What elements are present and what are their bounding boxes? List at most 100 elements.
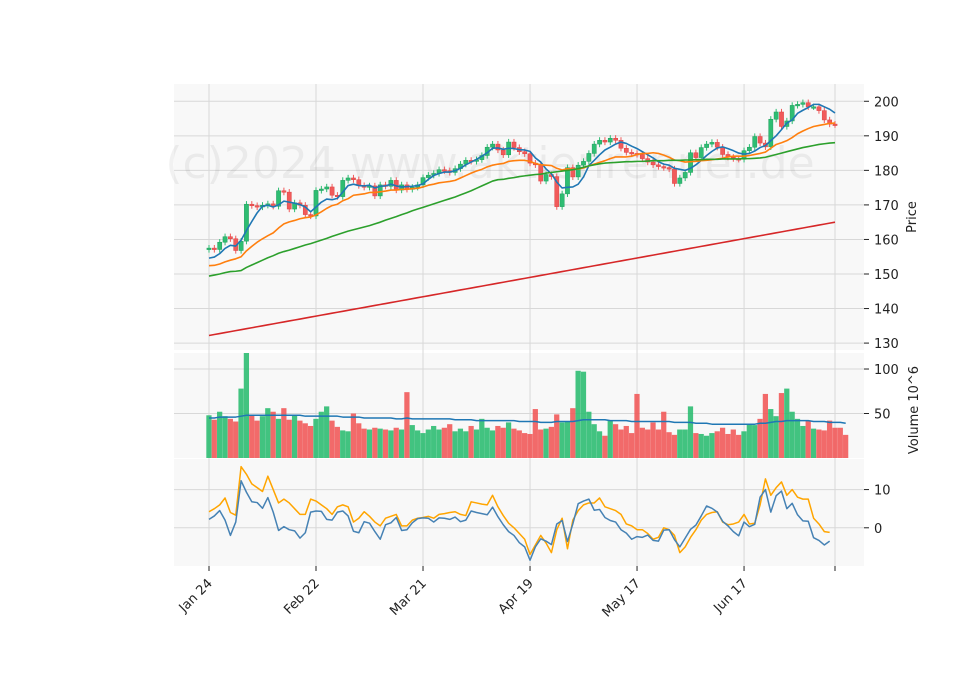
volume-bar — [671, 434, 678, 458]
vol_avg-line — [209, 414, 846, 425]
volume-bar — [425, 429, 431, 458]
volume-bar — [404, 392, 410, 458]
volume-bar — [709, 433, 715, 458]
volume-bar — [356, 423, 362, 458]
candle-body — [698, 147, 704, 158]
volume-bar — [618, 429, 624, 458]
candle-body — [388, 180, 394, 187]
volume-bar — [345, 431, 351, 458]
volume-bar — [329, 420, 335, 458]
volume-bar — [457, 428, 464, 458]
volume-bar — [645, 429, 651, 458]
ma_200-line — [208, 221, 836, 337]
candle-body — [324, 186, 330, 190]
volume-bar — [677, 429, 683, 458]
volume-bar — [725, 433, 731, 458]
candle-body — [522, 151, 528, 155]
volume-bar — [522, 433, 528, 458]
volume-bar — [452, 431, 458, 458]
volume-bar — [302, 423, 308, 458]
volume-bar — [612, 424, 619, 458]
candle-body — [677, 177, 683, 184]
osc-y-tick-label: 0 — [874, 522, 882, 537]
candle-body — [276, 190, 281, 207]
volume-bar — [398, 429, 405, 458]
candle-body — [372, 185, 378, 197]
candle-body — [602, 140, 608, 143]
candle-body — [789, 105, 795, 122]
price-y-tick-label: 150 — [874, 268, 899, 283]
volume-bar — [511, 428, 517, 458]
volume-bar — [703, 435, 710, 458]
volume-bar — [816, 429, 822, 458]
volume-bar — [500, 427, 506, 458]
x-tick-label: Apr 19 — [496, 576, 537, 617]
volume-bar — [752, 425, 758, 458]
volume-bar — [473, 429, 480, 458]
x-tick-label: May 17 — [600, 576, 644, 620]
volume-bar — [741, 431, 747, 458]
candle-body — [693, 152, 699, 158]
candle-body — [345, 177, 351, 181]
volume-bar — [227, 418, 233, 458]
volume-bar — [479, 418, 485, 458]
x-tick-label: Feb 22 — [281, 576, 323, 618]
candle-body — [682, 172, 688, 179]
volume-bar — [810, 428, 817, 458]
candle-body — [811, 106, 816, 109]
volume-bar — [532, 409, 538, 458]
candle-body — [281, 190, 287, 193]
volume-bar — [372, 427, 378, 458]
candle-body — [543, 174, 549, 182]
volume-bar — [307, 425, 314, 458]
volume-bar — [730, 429, 736, 458]
candle-body — [319, 188, 324, 191]
volume-bar — [661, 411, 667, 458]
volume-bar — [736, 434, 742, 458]
volume-bar — [495, 425, 501, 458]
candle-body — [212, 247, 217, 250]
candle-body — [800, 102, 806, 105]
candle-body — [586, 153, 592, 162]
volume-bar — [832, 427, 838, 458]
candle-body — [821, 110, 827, 121]
candle-body — [597, 140, 602, 145]
volume-bar — [596, 431, 603, 458]
candle-body — [217, 241, 223, 250]
price-y-tick-label: 160 — [874, 233, 899, 248]
volume-bar — [447, 424, 453, 458]
volume-bar — [666, 432, 672, 458]
volume-bar — [484, 427, 490, 458]
volume-bar — [265, 408, 271, 458]
volume-bar — [543, 428, 549, 458]
candle-body — [527, 153, 533, 164]
candle-body — [500, 149, 506, 156]
volume-bar — [233, 421, 239, 458]
volume-axis-label: Volume 10^6 — [907, 366, 922, 454]
candle-body — [249, 203, 255, 206]
candle-body — [575, 164, 581, 178]
volume-bar — [634, 393, 640, 458]
candle-body — [629, 152, 635, 155]
candle-body — [244, 203, 249, 242]
x-tick-label: Mar 21 — [387, 576, 430, 619]
candle-body — [709, 142, 715, 145]
candle-body — [752, 136, 758, 148]
candle-body — [816, 106, 822, 111]
candle-body — [559, 193, 565, 207]
volume-bar — [805, 420, 811, 458]
volume-bar — [650, 422, 656, 458]
volume-bar — [693, 433, 699, 458]
osc-y-tick-label: 10 — [874, 484, 891, 499]
volume-y-tick-label: 50 — [874, 408, 891, 423]
volume-bar — [431, 425, 437, 458]
volume-bar — [570, 408, 576, 458]
osc_fast-line — [208, 480, 831, 562]
volume-bar — [794, 418, 801, 458]
candle-body — [511, 141, 517, 148]
candle-body — [222, 236, 228, 243]
volume-bar — [420, 433, 426, 458]
volume-bar — [639, 427, 645, 458]
volume-bar — [377, 428, 383, 458]
volume-bar — [313, 418, 319, 458]
